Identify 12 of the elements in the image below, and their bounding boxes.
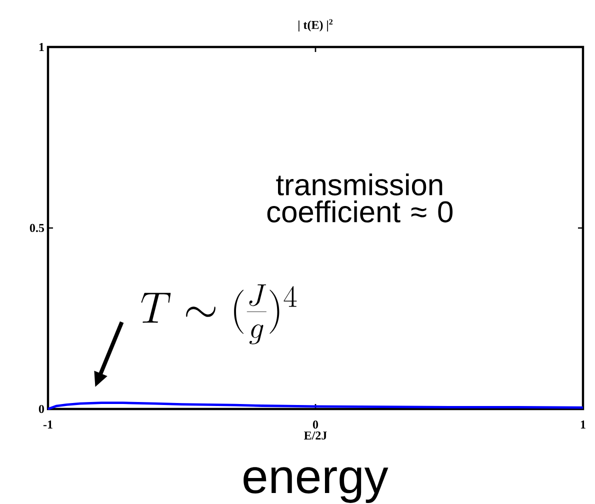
chart-title: | t(E) |$^{2}$	[298, 19, 333, 32]
annotation: $T \sim (\frac{J}{g})^4$	[141, 284, 297, 344]
line-series	[46, 402, 584, 410]
x-tick-label: 1	[580, 420, 586, 428]
annotation: transmission coefficient ≈ 0	[267, 173, 453, 222]
x-tick-label: 0	[312, 420, 318, 429]
y-tick-label: 1	[39, 43, 44, 51]
y-tick-label: 0	[38, 404, 44, 414]
text: energy	[244, 467, 388, 503]
y-tick-label: 0.5	[30, 224, 44, 232]
x-axis-title: E/2J	[304, 431, 327, 440]
x-tick-label: -1	[43, 420, 52, 428]
